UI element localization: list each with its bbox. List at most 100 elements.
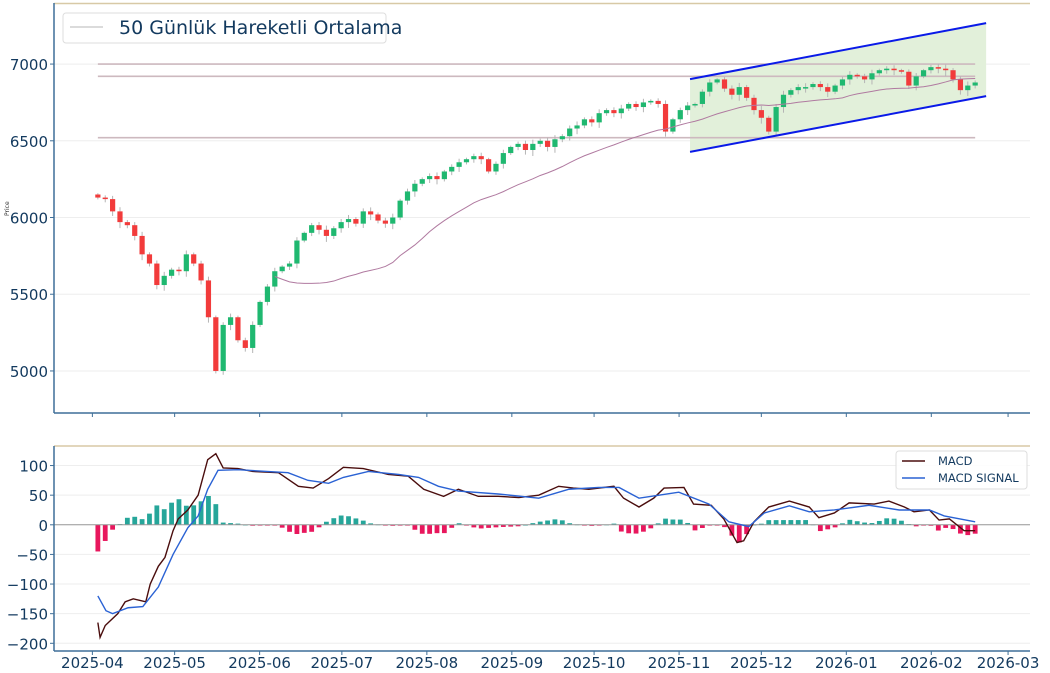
histogram-bar — [655, 523, 661, 525]
histogram-bar — [456, 523, 462, 525]
candle-body — [699, 91, 705, 104]
candle-body — [662, 103, 669, 132]
candle-body — [788, 90, 794, 95]
channel-upper-line — [689, 22, 987, 81]
candle-body — [530, 143, 536, 150]
candle-body — [404, 191, 411, 201]
histogram-bar — [287, 524, 292, 532]
macd-y-tick-label: −50 — [16, 546, 48, 564]
macd-y-tick-label: −100 — [7, 576, 48, 594]
histogram-bar — [869, 523, 875, 525]
candle-body — [168, 269, 175, 276]
histogram-bar — [235, 523, 241, 525]
histogram-bar — [803, 520, 809, 525]
candle-body — [441, 171, 447, 180]
macd-y-ticks: −200 −150 −100 −50 0 50 100 — [7, 458, 54, 653]
histogram-bar — [611, 523, 617, 525]
histogram-bar — [795, 520, 801, 525]
price-legend: 50 Günlük Hareketli Ortalama — [62, 12, 402, 44]
candle-body — [242, 340, 248, 348]
histogram-bar — [832, 524, 838, 528]
histogram-bar — [589, 524, 595, 526]
histogram-bar — [744, 524, 750, 535]
price-panel: 5000 5500 6000 6500 7000 Price 50 Günlük Har… — [4, 2, 1030, 417]
channel-lower-line — [689, 95, 987, 153]
candle-body — [390, 217, 396, 224]
candle-body — [309, 225, 315, 233]
macd-legend: MACD MACD SIGNAL — [895, 450, 1028, 490]
candle-body — [478, 156, 484, 160]
histogram-bar — [324, 521, 329, 525]
macd-x-ticks: 2025-04 2025-05 2025-06 2025-07 2025-08 2025-… — [61, 651, 1039, 672]
candle-body — [316, 225, 322, 230]
candle-body — [353, 219, 359, 224]
candle-body — [198, 263, 204, 281]
candle-body — [508, 146, 514, 154]
histogram-bar — [228, 523, 233, 525]
candle-body — [419, 179, 425, 184]
histogram-bar — [169, 502, 174, 525]
macd-y-tick-label: 0 — [38, 517, 48, 535]
histogram-bar — [191, 505, 197, 525]
candle-body — [368, 211, 374, 215]
histogram-bar — [471, 524, 477, 528]
histogram-bar — [427, 524, 433, 534]
histogram-bar — [935, 524, 941, 531]
candle-body — [427, 176, 433, 180]
candle-body — [972, 82, 978, 86]
price-y-tick-label: 7000 — [10, 56, 48, 74]
candle-body — [95, 194, 101, 198]
candle-body — [640, 102, 647, 108]
histogram-bar — [486, 524, 491, 528]
candle-body — [250, 324, 256, 348]
histogram-bar — [279, 524, 285, 528]
histogram-bar — [161, 509, 167, 525]
histogram-bar — [441, 524, 447, 534]
candle-body — [456, 162, 462, 167]
candle-body — [110, 199, 116, 212]
histogram-bar — [663, 518, 668, 525]
x-tick-label: 2025-04 — [61, 654, 124, 672]
price-y-tick-label: 5500 — [10, 286, 48, 304]
candle-body — [603, 110, 610, 114]
histogram-bar — [537, 521, 543, 525]
histogram-bar — [699, 524, 705, 528]
x-tick-label: 2025-08 — [396, 654, 459, 672]
histogram-bar — [633, 524, 639, 534]
histogram-bar — [552, 519, 558, 525]
histogram-bar — [773, 520, 779, 525]
macd-signal-line — [97, 468, 976, 615]
histogram-bar — [950, 524, 956, 530]
histogram-bar — [965, 524, 971, 536]
histogram-bar — [648, 524, 654, 529]
legend-macd-label: MACD — [938, 454, 973, 468]
candle-body — [692, 103, 698, 106]
candle-body — [957, 79, 964, 91]
candle-body — [943, 68, 949, 71]
histogram-bar — [758, 523, 764, 525]
price-y-tick-label: 6500 — [10, 133, 48, 151]
histogram-bar — [677, 519, 683, 525]
candle-body — [729, 88, 735, 95]
candle-body — [146, 254, 153, 264]
histogram-bar — [766, 520, 772, 525]
histogram-bar — [618, 524, 624, 532]
histogram-bar — [685, 522, 691, 525]
macd-gridlines — [54, 465, 1030, 644]
price-y-tick-label: 5000 — [10, 363, 48, 381]
candle-body — [132, 225, 138, 236]
candle-body — [677, 110, 683, 120]
x-tick-label: 2026-03 — [977, 654, 1040, 672]
histogram-bar — [847, 519, 853, 525]
histogram-bar — [884, 518, 890, 525]
histogram-bar — [559, 520, 565, 525]
candle-body — [537, 140, 543, 144]
histogram-bar — [147, 513, 152, 525]
histogram-bar — [368, 523, 374, 525]
histogram-bar — [891, 518, 897, 525]
price-y-tick-label: 6000 — [10, 210, 48, 228]
macd-line — [97, 452, 976, 640]
candle-body — [648, 100, 654, 103]
histogram-bar — [110, 524, 116, 530]
